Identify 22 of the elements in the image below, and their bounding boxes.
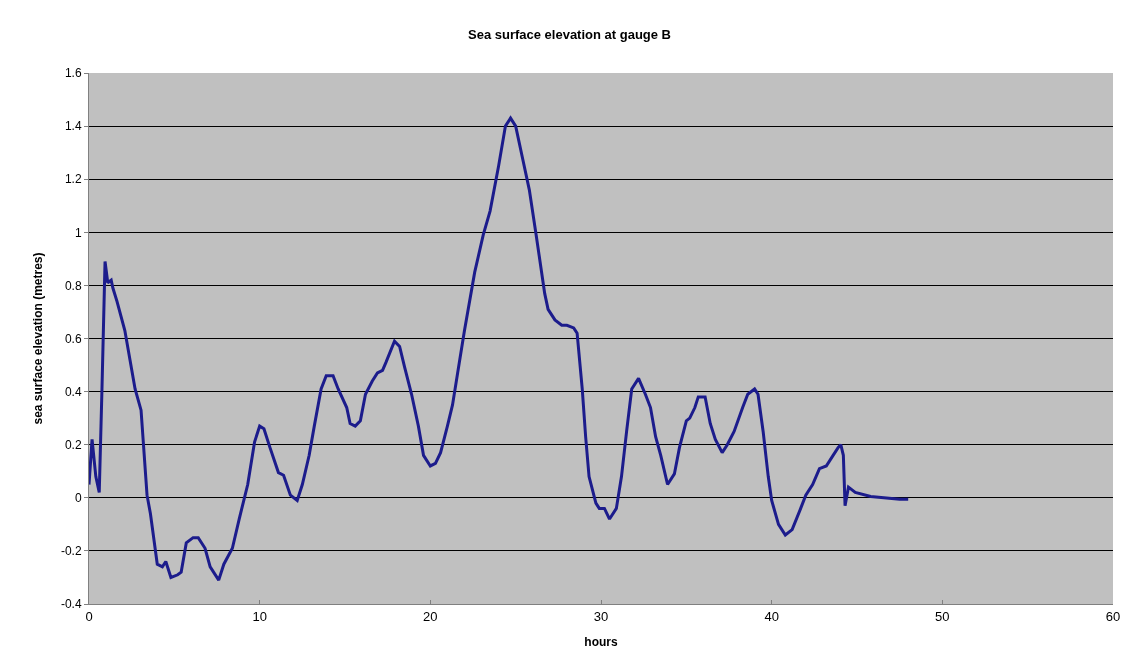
x-tick-label: 50 [935,608,950,624]
y-tick-label: -0.4 [60,597,82,612]
y-tick-label: 0.4 [64,384,82,399]
y-tick-label: -0.2 [60,544,82,559]
x-tick-label: 60 [1105,608,1121,624]
y-tick-label: 1.4 [64,119,82,134]
y-axis-title: sea surface elevation (metres) [31,252,46,425]
x-tick-label: 30 [593,608,609,624]
y-tick-label: 1.6 [64,66,82,81]
y-tick-label: 0.8 [64,278,82,293]
y-tick-label: 0.2 [64,437,82,452]
y-tick-label: 0 [74,491,82,505]
x-tick-label: 10 [252,608,267,624]
line-series [89,116,910,582]
x-tick-label: 40 [764,608,779,624]
chart-title: Sea surface elevation at gauge B [467,26,672,42]
y-tick-label: 1.2 [64,172,82,187]
x-tick-label: 0 [85,608,93,624]
x-axis-title: hours [584,635,618,650]
y-tick-label: 0.6 [64,331,82,346]
y-tick-label: 1 [74,225,82,240]
x-tick-label: 20 [423,608,438,624]
